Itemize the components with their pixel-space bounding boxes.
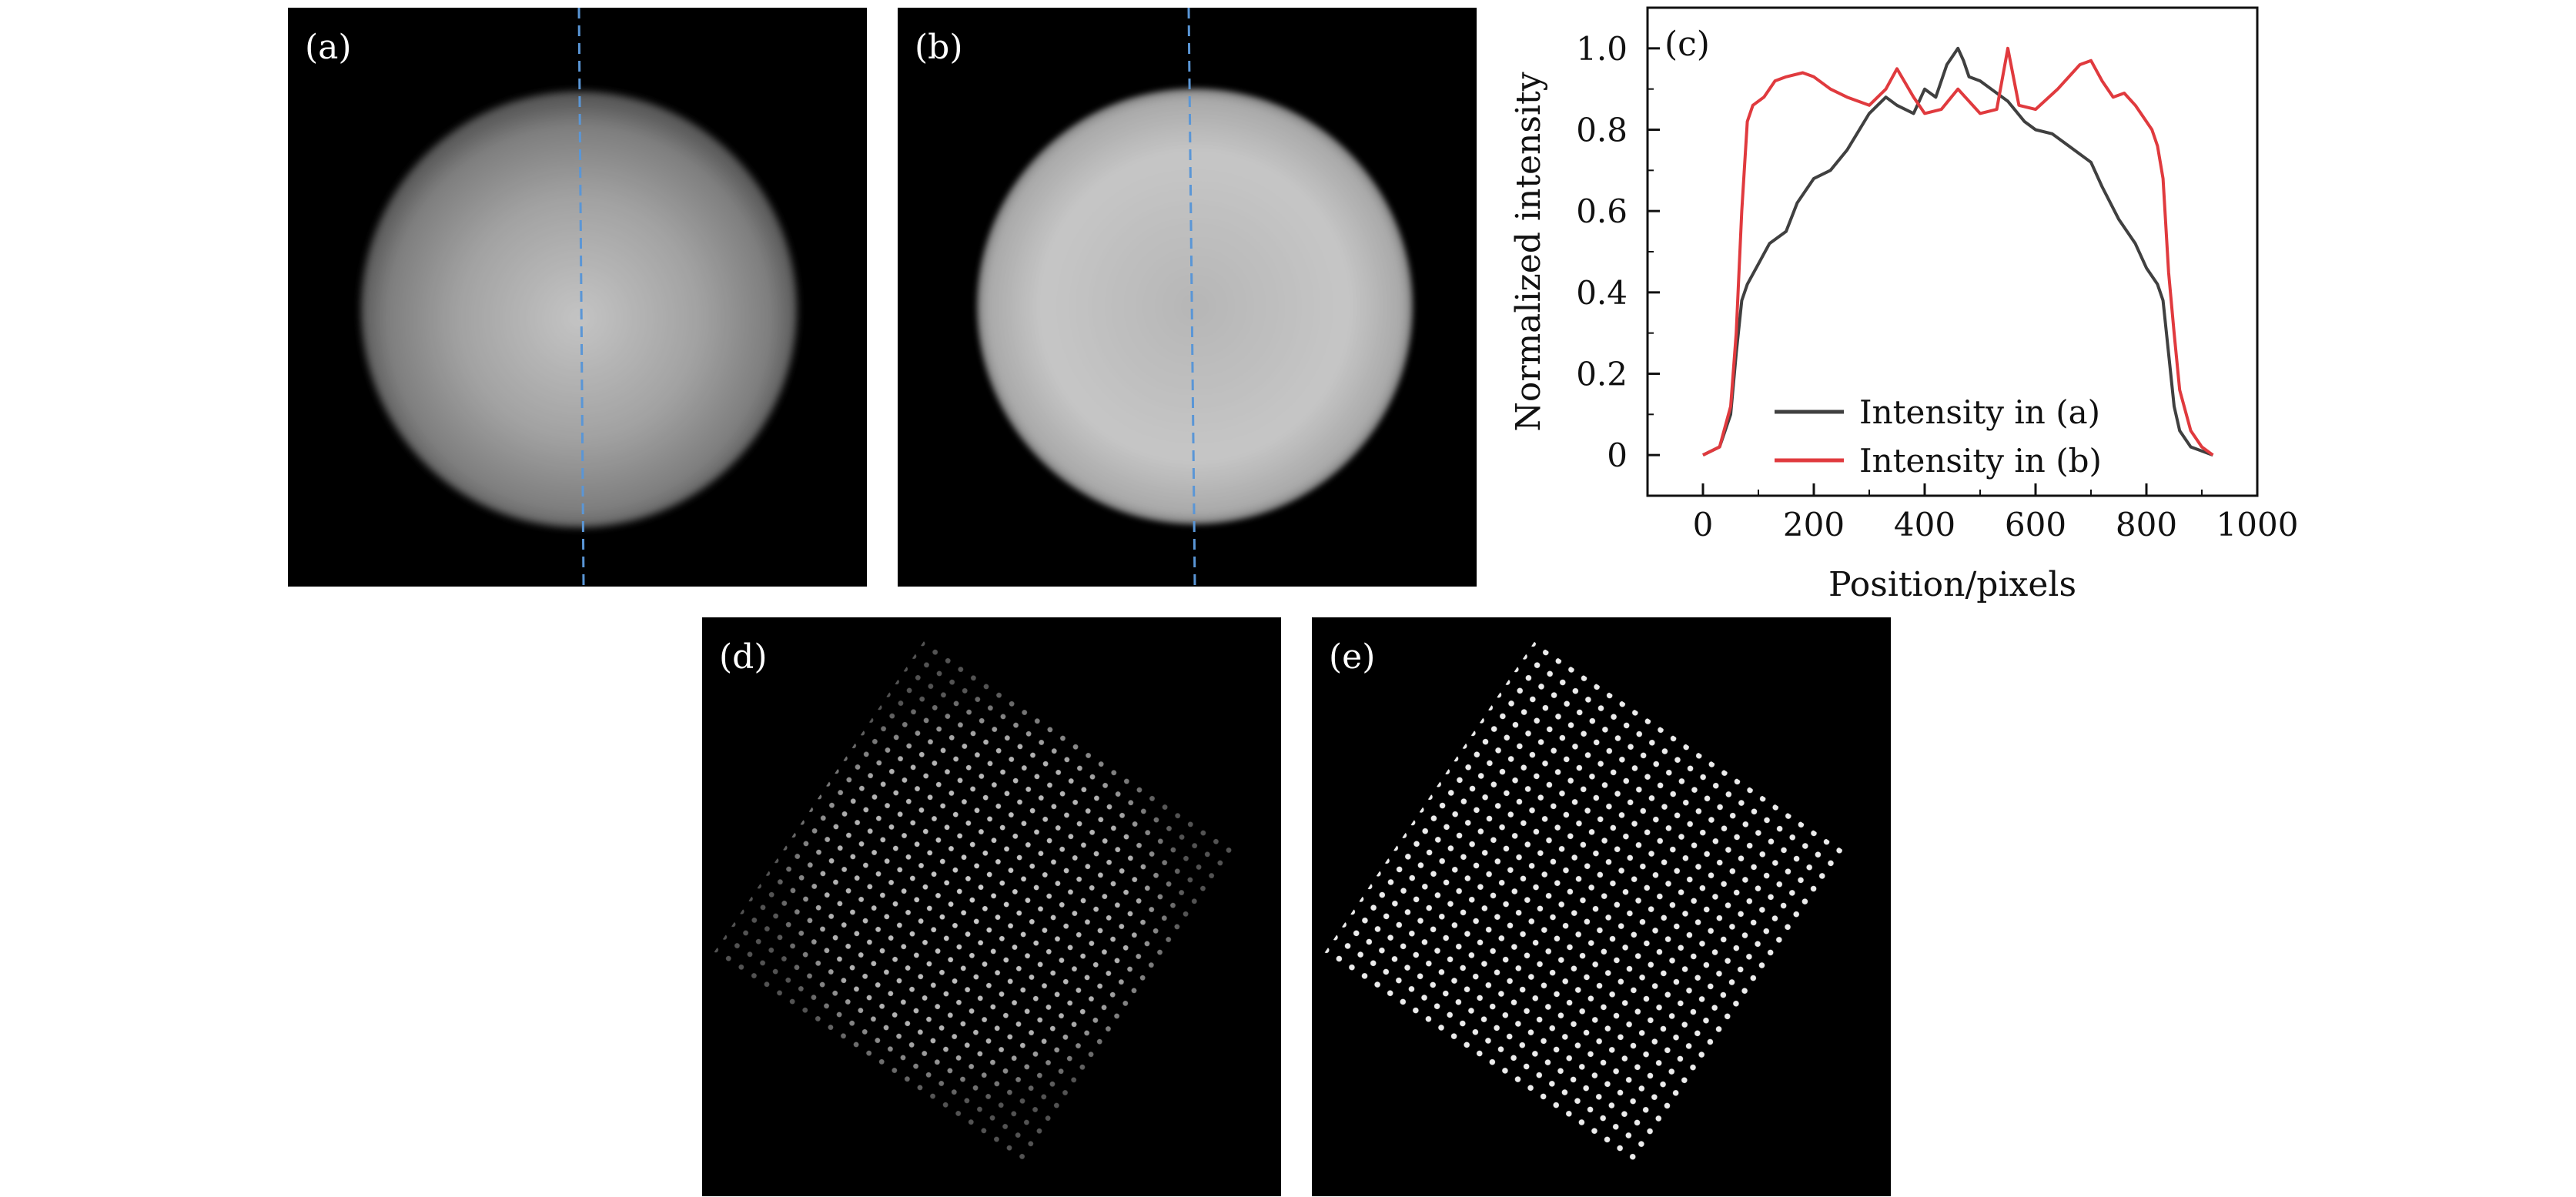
beam-image-a bbox=[361, 8, 797, 587]
panel-label-b: (b) bbox=[915, 28, 963, 67]
y-tick-label: 0.8 bbox=[1576, 112, 1628, 149]
y-tick-label: 1.0 bbox=[1576, 30, 1628, 68]
y-tick-label: 0.2 bbox=[1576, 356, 1628, 393]
spot-lattice-e bbox=[1323, 641, 1848, 1166]
beam-image-b bbox=[977, 8, 1413, 587]
panel-c-intensity-chart: 0 200 400 600 800 1000 0 0.2 0.4 0.6 0.8 1.0 (c) Po… bbox=[1509, 6, 2299, 604]
y-tick-label: 0.6 bbox=[1576, 192, 1628, 230]
panel-d-spot-array: (d) bbox=[702, 617, 1281, 1196]
beam-disk-b bbox=[977, 89, 1413, 524]
spot-array-image-e bbox=[1323, 641, 1848, 1166]
y-axis-label: Normalized intensity bbox=[1509, 72, 1548, 431]
profile-line-a bbox=[577, 8, 585, 587]
x-tick-label: 0 bbox=[1693, 506, 1714, 543]
panel-e-spot-array: (e) bbox=[1312, 617, 1891, 1196]
x-tick-label: 400 bbox=[1894, 506, 1955, 543]
y-tick-label: 0.4 bbox=[1576, 274, 1628, 312]
beam-disk-a bbox=[361, 92, 797, 527]
x-tick-label: 1000 bbox=[2216, 506, 2299, 543]
x-axis-label: Position/pixels bbox=[1828, 565, 2076, 604]
panel-label-a: (a) bbox=[305, 28, 352, 67]
profile-line-b bbox=[1187, 8, 1196, 587]
legend-label-b: Intensity in (b) bbox=[1859, 442, 2102, 480]
y-tick-label: 0 bbox=[1607, 436, 1628, 474]
series-line-intensity-b bbox=[1702, 46, 2214, 456]
x-tick-label: 200 bbox=[1783, 506, 1845, 543]
panel-b-beam-profile: (b) bbox=[898, 8, 1477, 587]
x-tick-label: 600 bbox=[2005, 506, 2066, 543]
panel-label-d: (d) bbox=[719, 637, 768, 677]
series-line-intensity-a bbox=[1702, 46, 2214, 457]
legend-label-a: Intensity in (a) bbox=[1859, 393, 2100, 431]
chart-ticks: 0 200 400 600 800 1000 0 0.2 0.4 0.6 0.8 1.0 bbox=[1576, 7, 2299, 543]
panel-label-e: (e) bbox=[1329, 637, 1376, 677]
panel-a-beam-profile: (a) bbox=[288, 8, 867, 587]
x-tick-label: 800 bbox=[2116, 506, 2177, 543]
chart-lines bbox=[1702, 46, 2214, 457]
panel-label-c: (c) bbox=[1664, 25, 1710, 64]
spot-array-image-d bbox=[713, 640, 1238, 1165]
